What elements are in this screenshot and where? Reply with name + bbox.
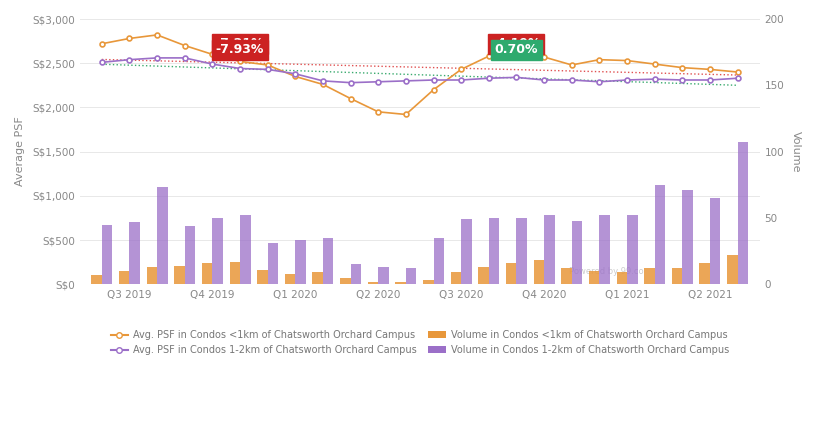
Bar: [295, 240, 306, 284]
Bar: [285, 274, 295, 284]
Bar: [738, 142, 748, 284]
Bar: [379, 267, 388, 284]
Bar: [268, 243, 278, 284]
Bar: [450, 272, 461, 284]
Bar: [157, 187, 167, 284]
Bar: [433, 238, 444, 284]
Bar: [351, 264, 361, 284]
Bar: [461, 219, 472, 284]
Bar: [710, 198, 721, 284]
Bar: [682, 190, 693, 284]
Bar: [323, 238, 334, 284]
Bar: [654, 185, 665, 284]
Bar: [489, 218, 499, 284]
Text: Powered by 99.co: Powered by 99.co: [570, 267, 644, 276]
Bar: [478, 267, 489, 284]
Bar: [257, 270, 268, 284]
Bar: [396, 282, 406, 284]
Bar: [202, 263, 212, 284]
Legend: Avg. PSF in Condos <1km of Chatsworth Orchard Campus, Avg. PSF in Condos 1-2km o: Avg. PSF in Condos <1km of Chatsworth Or…: [107, 326, 733, 359]
Bar: [617, 272, 627, 284]
Bar: [102, 224, 113, 284]
Bar: [699, 263, 710, 284]
Text: -7.21%: -7.21%: [215, 37, 264, 50]
Bar: [212, 218, 223, 284]
Bar: [229, 262, 240, 284]
Bar: [589, 271, 600, 284]
Bar: [534, 260, 544, 284]
Bar: [561, 268, 572, 284]
Text: 0.70%: 0.70%: [494, 44, 539, 56]
Text: -4.19%: -4.19%: [492, 37, 541, 50]
Bar: [506, 263, 517, 284]
Bar: [130, 222, 140, 284]
Y-axis label: Average PSF: Average PSF: [15, 117, 25, 187]
Bar: [406, 268, 416, 284]
Text: -7.93%: -7.93%: [215, 44, 264, 56]
Bar: [727, 255, 738, 284]
Bar: [91, 275, 102, 284]
Bar: [544, 215, 555, 284]
Bar: [600, 215, 610, 284]
Bar: [119, 271, 130, 284]
Bar: [175, 266, 184, 284]
Bar: [627, 215, 637, 284]
Bar: [184, 226, 195, 284]
Bar: [517, 218, 527, 284]
Bar: [368, 282, 379, 284]
Y-axis label: Volume: Volume: [791, 131, 801, 172]
Bar: [672, 268, 682, 284]
Bar: [240, 215, 251, 284]
Bar: [423, 280, 433, 284]
Bar: [147, 267, 157, 284]
Bar: [313, 272, 323, 284]
Bar: [572, 220, 583, 284]
Bar: [340, 278, 351, 284]
Bar: [644, 268, 654, 284]
